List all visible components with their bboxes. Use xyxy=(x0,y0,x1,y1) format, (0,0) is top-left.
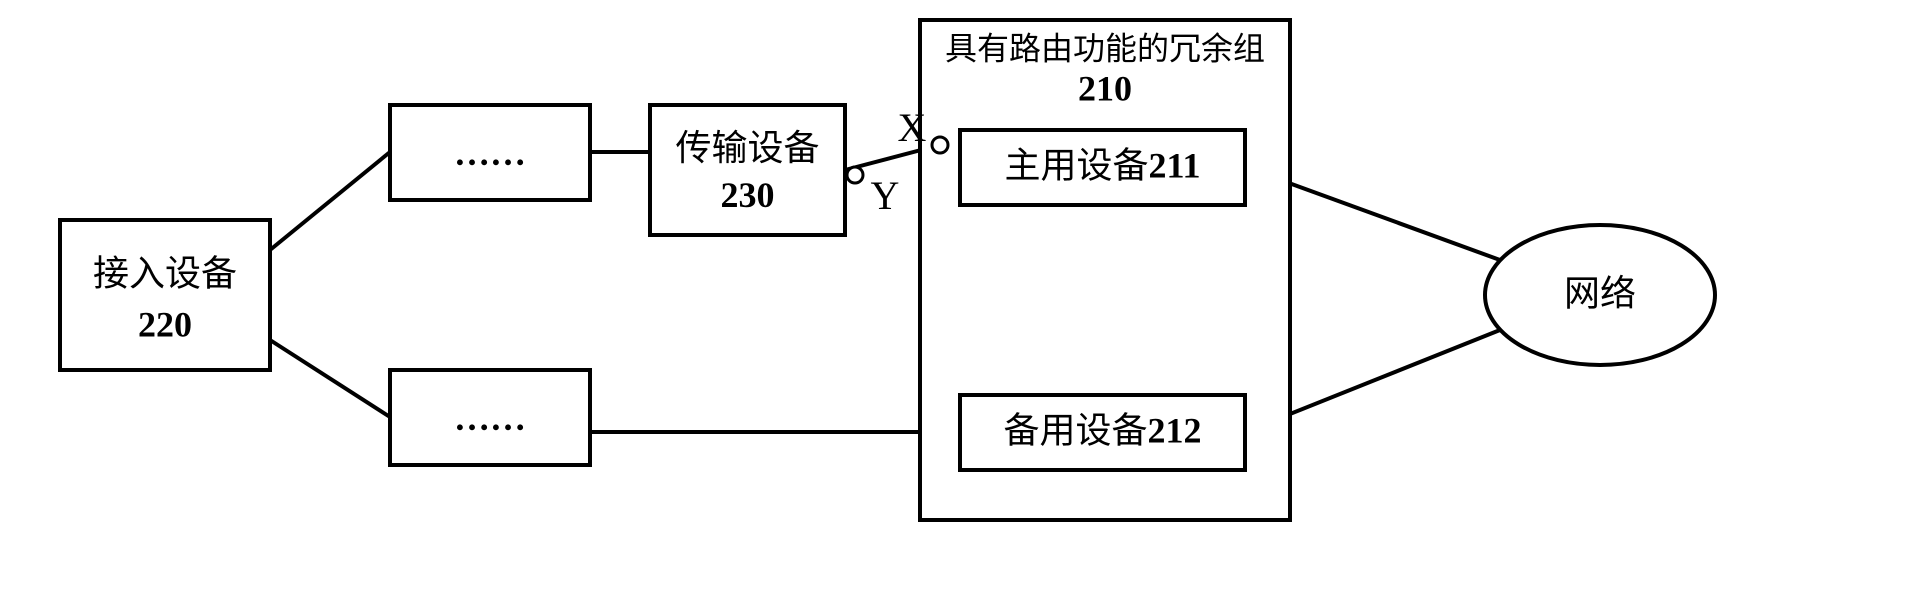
primary-device-label: 主用设备211 xyxy=(1004,146,1200,186)
network-label: 网络 xyxy=(1564,273,1636,313)
intermediate-top-ellipsis: …… xyxy=(454,133,526,173)
network-topology-diagram: 具有路由功能的冗余组 210 接入设备 220 …… 传输设备 230 …… 主… xyxy=(0,0,1920,604)
redundancy-group-title: 具有路由功能的冗余组 xyxy=(945,30,1265,66)
port-y-circle xyxy=(847,167,863,183)
access-device-number: 220 xyxy=(138,304,192,344)
backup-device-label: 备用设备212 xyxy=(1003,411,1201,451)
transport-device-number: 230 xyxy=(721,175,775,215)
edge xyxy=(270,340,390,417)
access-device-label: 接入设备 xyxy=(93,253,237,293)
access-device-box xyxy=(60,220,270,370)
redundancy-group-number: 210 xyxy=(1078,68,1132,108)
port-x-label: X xyxy=(898,105,927,150)
transport-device-label: 传输设备 xyxy=(675,128,819,168)
transport-device-box xyxy=(650,105,845,235)
port-x-circle xyxy=(932,137,948,153)
intermediate-bottom-ellipsis: …… xyxy=(454,398,526,438)
port-y-label: Y xyxy=(871,173,900,218)
edge xyxy=(270,152,390,250)
